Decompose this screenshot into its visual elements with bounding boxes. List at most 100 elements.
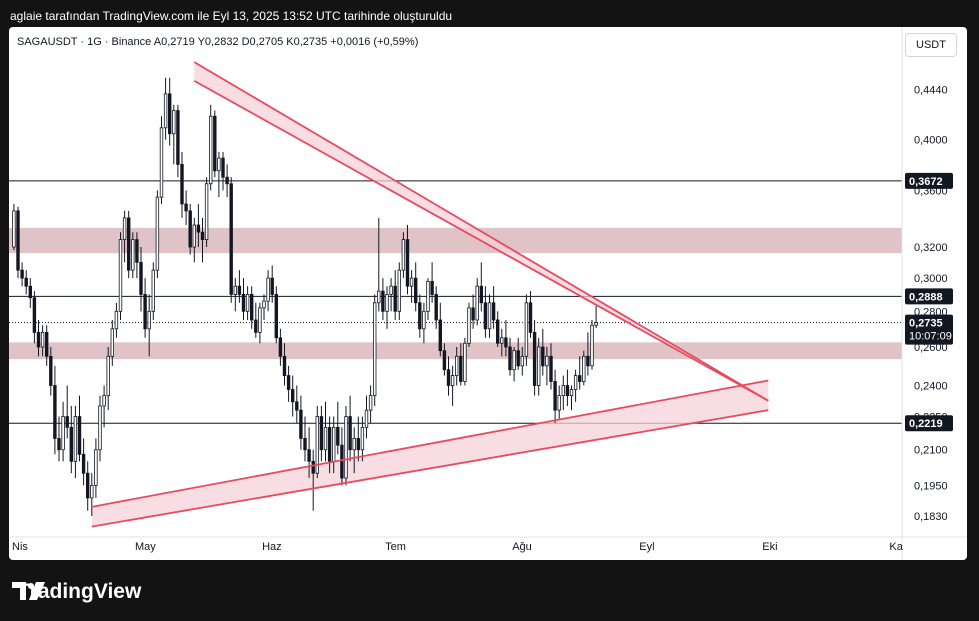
level-label-2: 0,2219 xyxy=(909,418,943,430)
chart-caption: aglaie tarafından TradingView.com ile Ey… xyxy=(10,9,453,23)
candle-body-73 xyxy=(311,460,315,474)
candle-body-113 xyxy=(475,285,479,321)
candle-body-72 xyxy=(307,449,311,462)
lower-trendline-band xyxy=(91,380,769,527)
candle-body-9 xyxy=(49,355,53,386)
sr-zone-0 xyxy=(9,227,902,254)
currency-button[interactable]: USDT xyxy=(905,33,957,57)
tradingview-logo[interactable]: TradingView xyxy=(12,580,141,604)
candle-body-13 xyxy=(65,416,69,428)
candle-body-4 xyxy=(28,285,32,299)
candle-body-17 xyxy=(81,453,86,474)
candle-body-128 xyxy=(537,346,541,386)
candle-body-93 xyxy=(393,285,397,312)
candle-body-142 xyxy=(594,322,598,326)
candle-body-31 xyxy=(139,261,143,295)
y-tick-label-4: 0,3000 xyxy=(914,273,948,285)
candle-body-75 xyxy=(319,416,324,451)
candle-body-85 xyxy=(360,426,365,451)
candle-body-97 xyxy=(409,277,414,287)
candle-body-134 xyxy=(561,385,565,397)
candle-body-120 xyxy=(504,337,508,348)
candle-body-55 xyxy=(237,285,242,295)
candle-body-44 xyxy=(192,224,196,248)
candle-body-10 xyxy=(53,385,57,439)
candle-body-52 xyxy=(225,176,229,185)
candle-body-62 xyxy=(266,277,270,302)
candle-body-15 xyxy=(73,416,78,462)
x-tick-label-1: May xyxy=(135,541,156,553)
candle-body-107 xyxy=(450,375,455,386)
x-tick-label-3: Tem xyxy=(385,541,406,553)
candle-body-132 xyxy=(553,381,557,411)
candle-body-74 xyxy=(315,416,319,474)
x-tick-label-6: Eki xyxy=(762,541,777,553)
y-tick-label-0: 0,4440 xyxy=(914,84,948,96)
candle-body-30 xyxy=(135,239,139,263)
candle-body-112 xyxy=(471,307,475,321)
candle-body-65 xyxy=(278,337,283,357)
candle-body-115 xyxy=(483,302,488,330)
lower-trendline-top xyxy=(91,379,769,508)
candle-body-108 xyxy=(454,355,459,376)
candle-body-106 xyxy=(446,369,451,386)
candle-body-136 xyxy=(569,389,574,397)
candle-body-133 xyxy=(557,395,561,411)
candle-body-5 xyxy=(32,297,37,333)
candle-body-38 xyxy=(167,93,172,135)
candle-body-98 xyxy=(413,277,418,304)
x-tick-label-4: Ağu xyxy=(512,541,532,553)
level-label-box-0 xyxy=(905,172,953,189)
y-tick-label-11: 0,1830 xyxy=(914,511,948,523)
chart-canvas[interactable]: 0,44400,40000,36000,32000,30000,28000,26… xyxy=(9,27,967,560)
candle-body-50 xyxy=(217,157,221,172)
candle-body-114 xyxy=(479,285,483,304)
candle-body-87 xyxy=(368,395,373,411)
y-tick-label-10: 0,1950 xyxy=(914,480,948,492)
candle-body-86 xyxy=(364,409,369,428)
candle-body-48 xyxy=(208,115,213,185)
candle-body-32 xyxy=(143,294,147,330)
y-tick-label-9: 0,2100 xyxy=(914,445,948,457)
level-label-box-2 xyxy=(905,415,953,432)
candle-body-82 xyxy=(348,416,352,451)
upper-trendline-top xyxy=(193,61,769,402)
candle-body-51 xyxy=(221,157,225,178)
candle-body-54 xyxy=(233,285,237,295)
candle-body-39 xyxy=(172,110,176,135)
candle-body-19 xyxy=(90,484,94,499)
candle-body-56 xyxy=(241,294,246,312)
upper-trendline-bottom xyxy=(193,80,769,402)
candle-body-49 xyxy=(213,115,217,172)
candle-body-127 xyxy=(532,331,537,386)
candle-body-80 xyxy=(340,444,344,479)
candle-body-135 xyxy=(565,385,570,397)
candle-body-129 xyxy=(541,346,545,367)
candle-body-109 xyxy=(459,355,463,382)
brand-name: TradingView xyxy=(18,580,142,603)
candle-body-41 xyxy=(180,163,184,205)
candle-body-37 xyxy=(163,93,168,129)
candle-body-20 xyxy=(94,449,98,486)
candle-body-63 xyxy=(270,277,274,295)
candle-body-36 xyxy=(159,127,164,198)
candle-body-99 xyxy=(418,302,422,330)
candle-body-92 xyxy=(389,285,393,295)
candle-body-117 xyxy=(491,302,496,321)
chart-panel[interactable]: 0,4440 0,4000 0,3600 0,3200 0,3000 0,2800 0,26… xyxy=(9,27,967,560)
candle-body-94 xyxy=(397,269,401,312)
candle-body-116 xyxy=(487,302,492,330)
candle-body-110 xyxy=(463,342,467,382)
candle-body-25 xyxy=(114,310,119,330)
candle-body-84 xyxy=(356,438,360,451)
candle-body-105 xyxy=(442,350,447,371)
candle-body-22 xyxy=(102,395,106,407)
y-tick-label-7: 0,2400 xyxy=(914,380,948,392)
candle-body-101 xyxy=(426,280,430,312)
x-tick-label-5: Eyl xyxy=(639,541,654,553)
candle-body-124 xyxy=(520,355,524,367)
tradingview-logo-icon xyxy=(12,582,45,600)
candle-body-60 xyxy=(258,307,262,333)
candle-body-121 xyxy=(508,346,512,371)
candle-body-103 xyxy=(434,294,438,321)
